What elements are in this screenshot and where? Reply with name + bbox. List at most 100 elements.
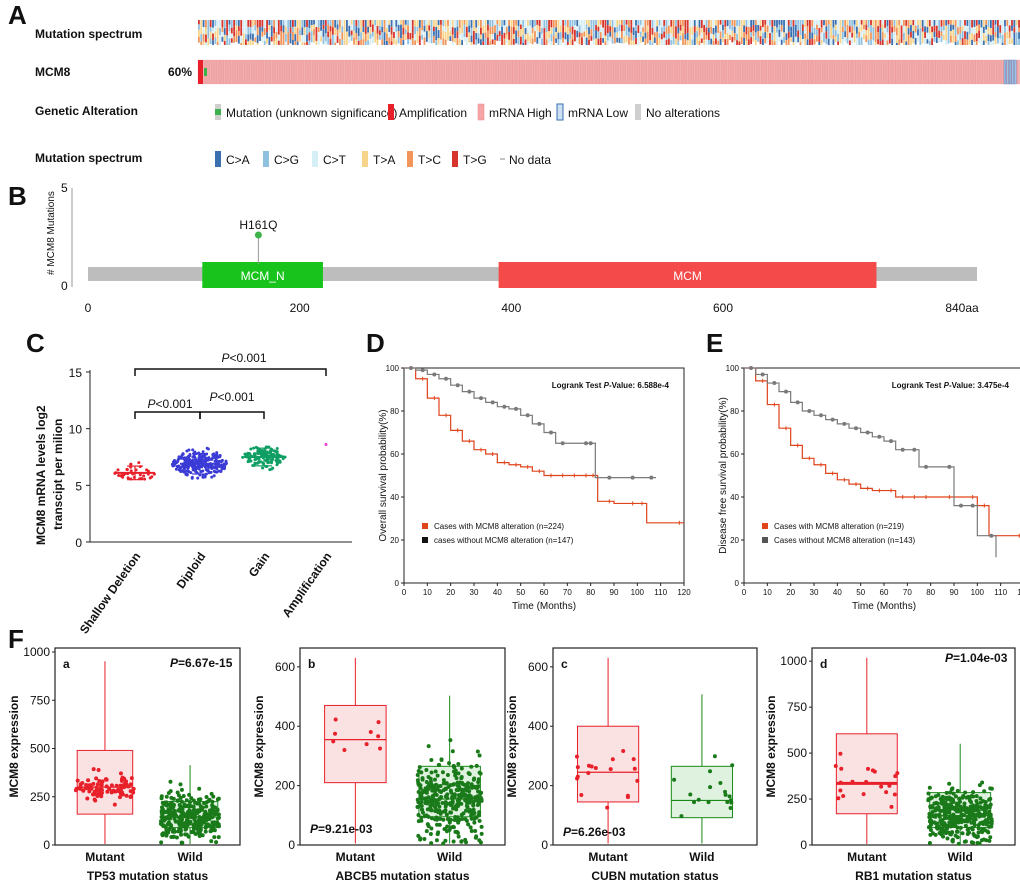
oncoprint-cell [992,59,994,85]
spectrum-bar [726,32,729,40]
spectrum-bar [235,35,238,43]
spectrum-bar [494,39,496,45]
spectrum-bar [339,27,341,33]
f-point [974,799,979,804]
c-point [252,446,256,450]
spectrum-bar [935,37,938,44]
f-point [945,826,950,831]
spectrum-bar [893,37,896,44]
oncoprint-cell [947,59,950,85]
spectrum-bar [999,25,1002,33]
spectrum-bar [846,37,849,44]
spectrum-bar [496,24,499,31]
spectrum-bar [794,20,797,25]
km-censor [409,366,413,370]
spectrum-bar [480,39,482,45]
spectrum-bar [968,28,971,34]
oncoprint-cell [895,59,898,85]
oncoprint-cell [693,59,696,85]
spectrum-bar [691,34,694,40]
km-ytick: 60 [390,450,399,459]
spectrum-bar [362,39,365,45]
km-legend-label: Cases with MCM8 alteration (n=219) [774,522,904,531]
f-point [437,804,442,809]
spectrum-bar [240,43,243,45]
oncoprint-cell [284,59,287,85]
oncoprint-cell [599,59,602,85]
spectrum-bar [280,38,283,45]
c-point [261,466,265,470]
spectrum-bar [301,27,304,36]
f-point [417,765,422,770]
spectrum-bar [489,41,492,45]
spectrum-bar [249,33,252,40]
spectrum-bar [418,20,421,28]
f-point [866,766,871,771]
spectrum-bar [997,20,999,27]
f-xlabel: RB1 mutation status [855,869,972,883]
oncoprint-cell [242,59,245,85]
c-point [145,468,149,472]
oncoprint-cell [644,59,647,85]
f-point [181,794,186,799]
panel-letter-b: B [8,181,27,211]
p-value: =1.04e-03 [953,651,1008,665]
oncoprint-cell [604,59,607,85]
spectrum-bar [752,25,755,31]
f-point [454,807,459,812]
spectrum-bar [919,40,922,45]
spectrum-bar [637,41,640,45]
f-point [448,788,453,793]
spectrum-bar [703,24,706,32]
spectrum-bar [592,32,595,40]
spectrum-bar [266,38,268,44]
lollipop-ytick: 5 [61,181,68,195]
spectrum-bar [785,20,788,26]
spectrum-bar [456,20,459,27]
spectrum-bar [371,36,374,44]
f-point [728,805,733,810]
spectrum-bar [860,20,863,25]
oncoprint-cell [797,59,799,85]
f-point [946,830,951,835]
spectrum-bar [324,33,327,42]
spectrum-bar [924,31,926,39]
f-point [435,773,440,778]
km-ylabel: Disease free survival probability(%) [718,397,729,554]
spectrum-bar [350,30,353,36]
f-point [953,794,958,799]
spectrum-bar [961,30,964,39]
f-point [963,790,968,795]
spectrum-bar [510,39,513,45]
oncoprint-cell [975,59,978,85]
spectrum-bar [395,20,398,27]
spectrum-bar [989,35,992,42]
spectrum-bar [917,20,919,26]
spectrum-bar [816,20,818,25]
spectrum-bar [574,20,576,26]
f-point [469,764,474,769]
spectrum-bar [914,32,917,39]
spectrum-bar [308,20,311,28]
f-point [193,832,198,837]
f-ytick: 200 [528,779,548,793]
spectrum-bar [823,32,825,38]
km-xtick: 10 [423,588,432,597]
f-point [416,781,421,786]
f-point [197,833,202,838]
legend-swatch [215,109,221,115]
f-point [200,833,205,838]
oncoprint-cell [733,59,736,85]
spectrum-bar [644,27,647,33]
spectrum-bar [447,25,449,32]
spectrum-bar [468,32,471,38]
c-point [116,468,120,472]
spectrum-bar [237,31,240,36]
f-point [175,798,180,803]
oncoprint-cell [743,59,745,85]
f-point [943,796,948,801]
spectrum-bar [700,32,703,39]
oncoprint-cell [303,59,306,85]
domain-mcm_n [202,262,323,288]
f-point [466,781,471,786]
